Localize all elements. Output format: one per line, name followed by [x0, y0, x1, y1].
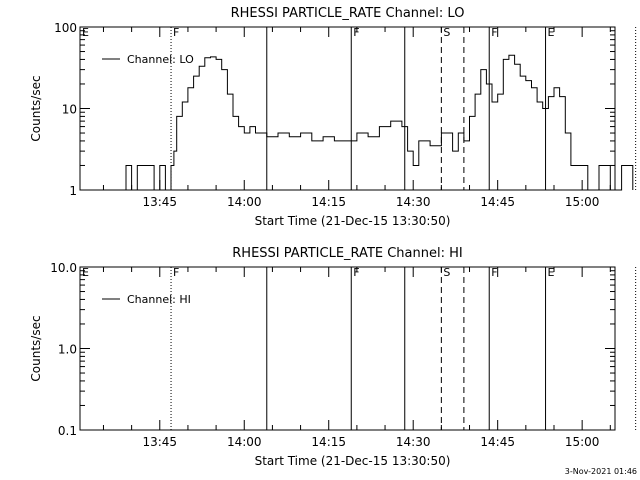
x-tick-label: 14:45	[480, 195, 515, 209]
x-tick-label: 15:00	[565, 195, 600, 209]
lo-channel-panel: RHESSI PARTICLE_RATE Channel: LO Start Ti…	[29, 6, 637, 228]
event-marker-label: F	[173, 26, 179, 39]
event-marker-label: S	[443, 266, 450, 279]
y-axis-label: Counts/sec	[29, 75, 43, 141]
event-marker-label: F	[353, 266, 359, 279]
x-tick-label: 14:30	[396, 195, 431, 209]
event-marker-label: F	[491, 266, 497, 279]
y-tick-label: 10.0	[50, 261, 77, 275]
legend-label: Channel: HI	[127, 293, 191, 306]
event-marker-label: F	[173, 266, 179, 279]
event-marker-label: E	[82, 26, 89, 39]
y-tick-label: 1	[69, 184, 77, 198]
x-axis-label: Start Time (21-Dec-15 13:30:50)	[255, 454, 451, 468]
y-tick-label: 10	[62, 103, 77, 117]
chart-title: RHESSI PARTICLE_RATE Channel: HI	[232, 246, 462, 261]
legend-label: Channel: LO	[127, 53, 194, 66]
event-marker-label: F	[491, 26, 497, 39]
event-marker-label: S	[443, 26, 450, 39]
timestamp-label: 3-Nov-2021 01:46	[565, 467, 637, 476]
y-tick-label: 100	[54, 21, 77, 35]
y-tick-label: 0.1	[58, 424, 77, 438]
event-marker-label: E	[82, 266, 89, 279]
chart-title: RHESSI PARTICLE_RATE Channel: LO	[231, 6, 465, 21]
x-tick-label: 13:45	[142, 435, 177, 449]
x-tick-label: 14:45	[480, 435, 515, 449]
y-axis-label: Counts/sec	[29, 315, 43, 381]
x-tick-label: 14:00	[227, 435, 262, 449]
x-tick-label: 15:00	[565, 435, 600, 449]
x-tick-label: 14:30	[396, 435, 431, 449]
plot-frame	[79, 266, 616, 431]
x-axis-label: Start Time (21-Dec-15 13:30:50)	[255, 214, 451, 228]
hi-channel-panel: RHESSI PARTICLE_RATE Channel: HI Start Ti…	[29, 246, 637, 468]
event-marker-label: E	[548, 266, 555, 279]
event-marker-label: F	[353, 26, 359, 39]
x-tick-label: 14:15	[311, 435, 346, 449]
y-tick-label: 1.0	[58, 343, 77, 357]
event-marker-label: E	[548, 26, 555, 39]
x-tick-label: 13:45	[142, 195, 177, 209]
series-line	[120, 54, 634, 191]
x-tick-label: 14:15	[311, 195, 346, 209]
x-tick-label: 14:00	[227, 195, 262, 209]
